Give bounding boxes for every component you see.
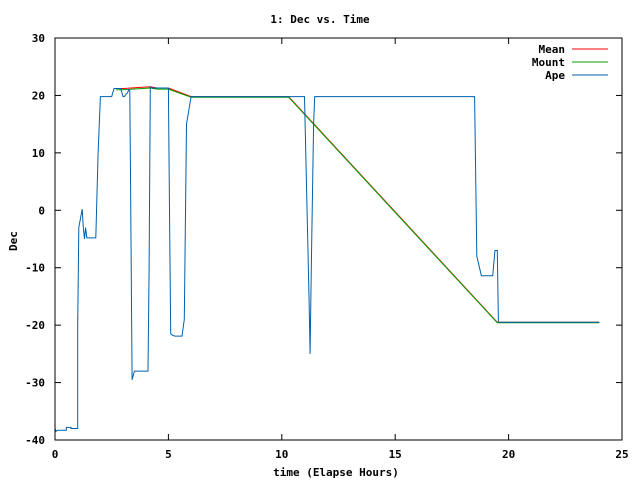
x-tick-label: 0 xyxy=(52,448,59,461)
y-tick-label: -10 xyxy=(25,262,45,275)
x-tick-label: 10 xyxy=(275,448,288,461)
x-tick-label: 25 xyxy=(615,448,628,461)
x-tick-label: 20 xyxy=(502,448,515,461)
x-tick-label: 15 xyxy=(389,448,402,461)
y-tick-label: -40 xyxy=(25,434,45,447)
y-tick-label: 0 xyxy=(38,204,45,217)
x-tick-label: 5 xyxy=(165,448,172,461)
y-tick-label: 10 xyxy=(32,147,45,160)
x-axis-label: time (Elapse Hours) xyxy=(273,466,399,479)
series-layer xyxy=(54,85,600,433)
y-tick-label: -20 xyxy=(25,319,45,332)
legend-label-ape: Ape xyxy=(545,69,565,82)
legend-label-mean: Mean xyxy=(539,43,566,56)
y-axis-label: Dec xyxy=(7,231,20,251)
legend-label-mount: Mount xyxy=(532,56,565,69)
plot-frame xyxy=(54,37,623,441)
chart-title: 1: Dec vs. Time xyxy=(270,13,370,26)
tick-layer: 0 5 10 15 20 25 -40 -30 -20 -10 0 10 20 30 xyxy=(25,32,629,461)
y-tick-label: -30 xyxy=(25,377,45,390)
y-tick-label: 30 xyxy=(32,32,45,45)
series-line-ape xyxy=(54,85,600,433)
y-tick-label: 20 xyxy=(32,89,45,102)
